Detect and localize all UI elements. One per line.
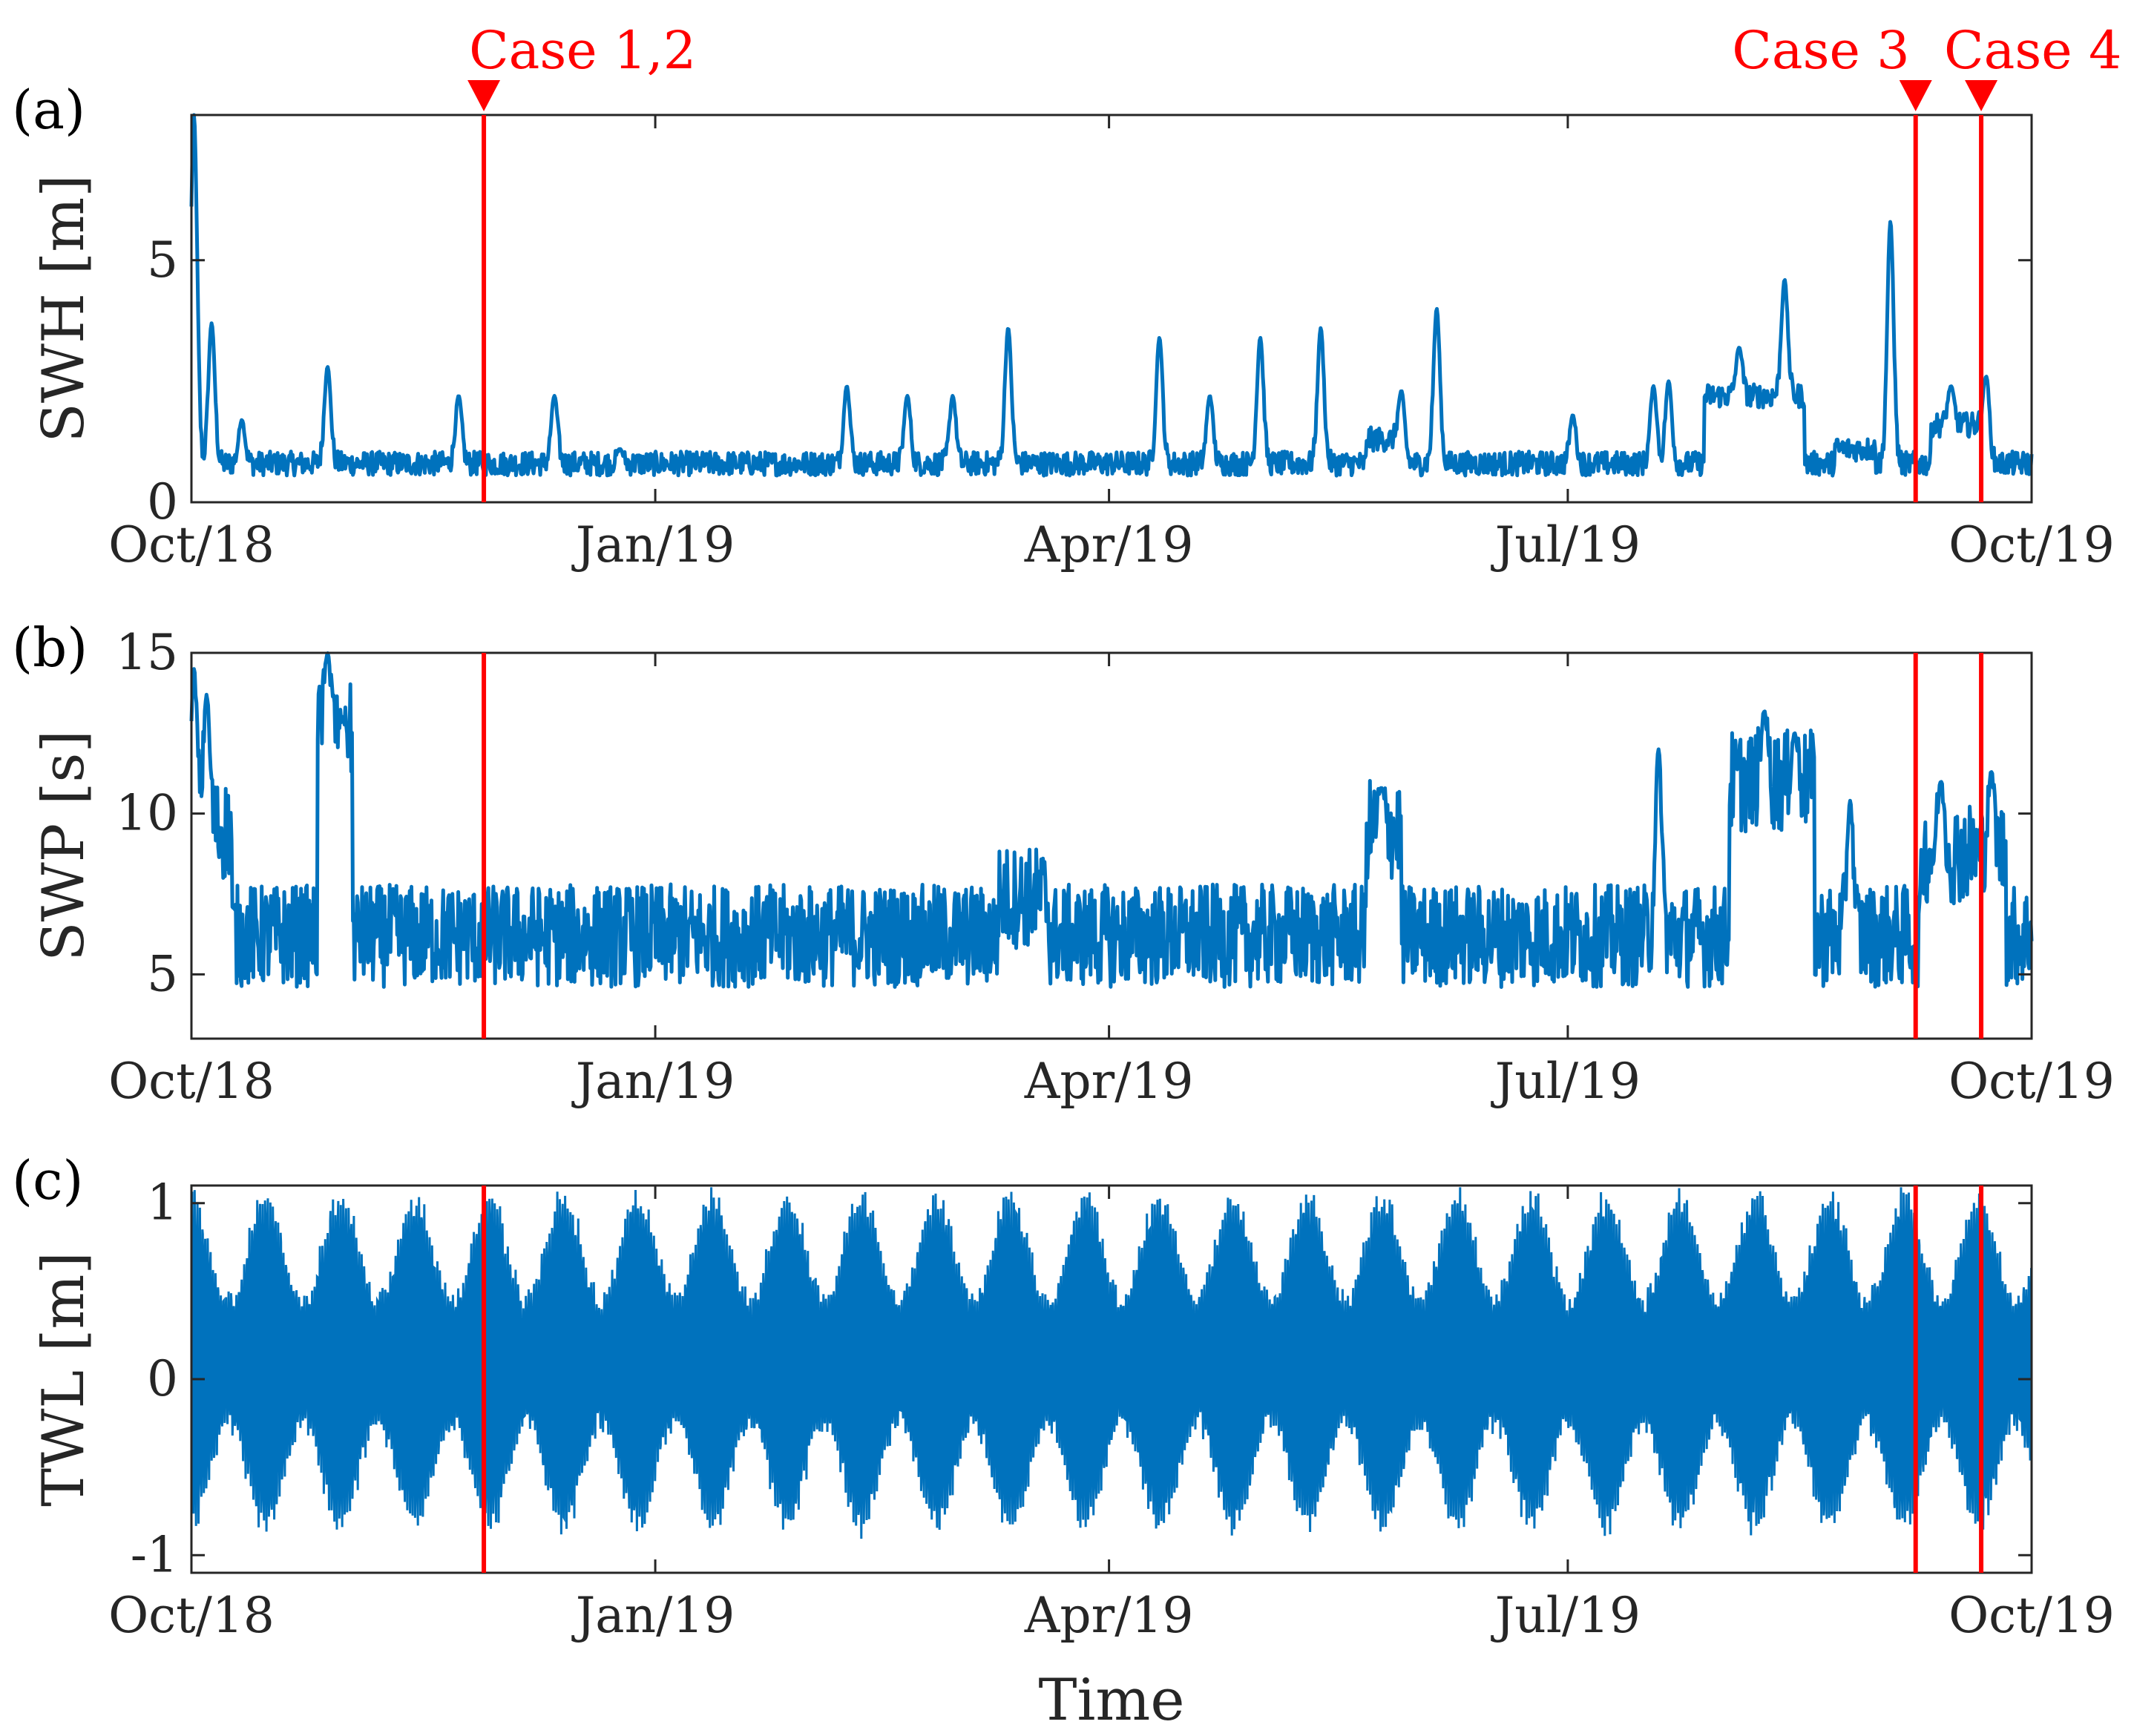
x-axis-label: Time bbox=[1038, 1667, 1184, 1734]
panel-1: 0 5 Oct/18 Jan/19 Apr/19 Jul/19 Oct/19 SWH [m] (… bbox=[12, 79, 2115, 573]
series-twl bbox=[190, 1187, 2033, 1539]
y-tick-label: 5 bbox=[147, 945, 178, 1002]
case-marker: Case 1,2 bbox=[467, 20, 696, 1573]
x-tick-label: Oct/19 bbox=[1948, 1587, 2115, 1644]
panel-label: (c) bbox=[12, 1149, 84, 1211]
y-tick-label: 0 bbox=[147, 1350, 178, 1407]
series-swh bbox=[189, 113, 2034, 478]
y-axis-label: SWH [m] bbox=[30, 174, 97, 442]
y-axis-label: TWL [m] bbox=[30, 1252, 97, 1507]
x-tick-label: Jul/19 bbox=[1491, 1587, 1641, 1644]
case-label: Case 3 bbox=[1732, 20, 1909, 81]
y-tick-label: 0 bbox=[147, 473, 178, 530]
x-tick-label: Oct/18 bbox=[108, 516, 275, 573]
case-marker: Case 3 bbox=[1732, 20, 1932, 1573]
panel-label: (b) bbox=[12, 617, 88, 679]
x-tick-label: Jan/19 bbox=[571, 1587, 735, 1644]
x-tick-label: Oct/19 bbox=[1948, 1053, 2115, 1110]
x-tick-label: Apr/19 bbox=[1024, 1053, 1194, 1110]
x-tick-label: Oct/19 bbox=[1948, 516, 2115, 573]
x-tick-label: Oct/18 bbox=[108, 1587, 275, 1644]
panel-label: (a) bbox=[12, 79, 85, 141]
case-markers: Case 1,2 Case 3 Case 4 bbox=[467, 20, 2121, 1573]
axis-frame bbox=[190, 114, 2033, 504]
panel-3: -1 0 1 Oct/18 Jan/19 Apr/19 Jul/19 Oct/19 TWL [m… bbox=[12, 1149, 2115, 1734]
panel-2: 5 10 15 Oct/18 Jan/19 Apr/19 Jul/19 Oct/19 SWP [… bbox=[12, 617, 2115, 1110]
x-tick-label: Jan/19 bbox=[571, 516, 735, 573]
y-tick-label: 1 bbox=[147, 1174, 178, 1232]
y-axis-label: SWP [s] bbox=[30, 730, 97, 961]
y-tick-label: 5 bbox=[147, 231, 178, 289]
x-tick-label: Apr/19 bbox=[1024, 1587, 1194, 1644]
case-marker: Case 4 bbox=[1944, 20, 2121, 1573]
y-tick-label: 15 bbox=[116, 624, 178, 681]
x-tick-label: Jul/19 bbox=[1491, 1053, 1641, 1110]
case-arrow bbox=[1965, 80, 1998, 111]
case-label: Case 4 bbox=[1944, 20, 2121, 81]
case-arrow bbox=[467, 80, 501, 111]
y-tick-label: -1 bbox=[131, 1526, 178, 1583]
x-tick-label: Jul/19 bbox=[1491, 516, 1641, 573]
panels: 0 5 Oct/18 Jan/19 Apr/19 Jul/19 Oct/19 SWH [m] (… bbox=[12, 79, 2115, 1734]
axis-frame bbox=[190, 651, 2033, 1040]
case-arrow bbox=[1899, 80, 1932, 111]
case-label: Case 1,2 bbox=[469, 20, 696, 81]
x-tick-label: Apr/19 bbox=[1024, 516, 1194, 573]
x-tick-label: Oct/18 bbox=[108, 1053, 275, 1110]
series-swp bbox=[189, 651, 2034, 989]
y-tick-label: 10 bbox=[116, 785, 178, 842]
x-tick-label: Jan/19 bbox=[571, 1053, 735, 1110]
